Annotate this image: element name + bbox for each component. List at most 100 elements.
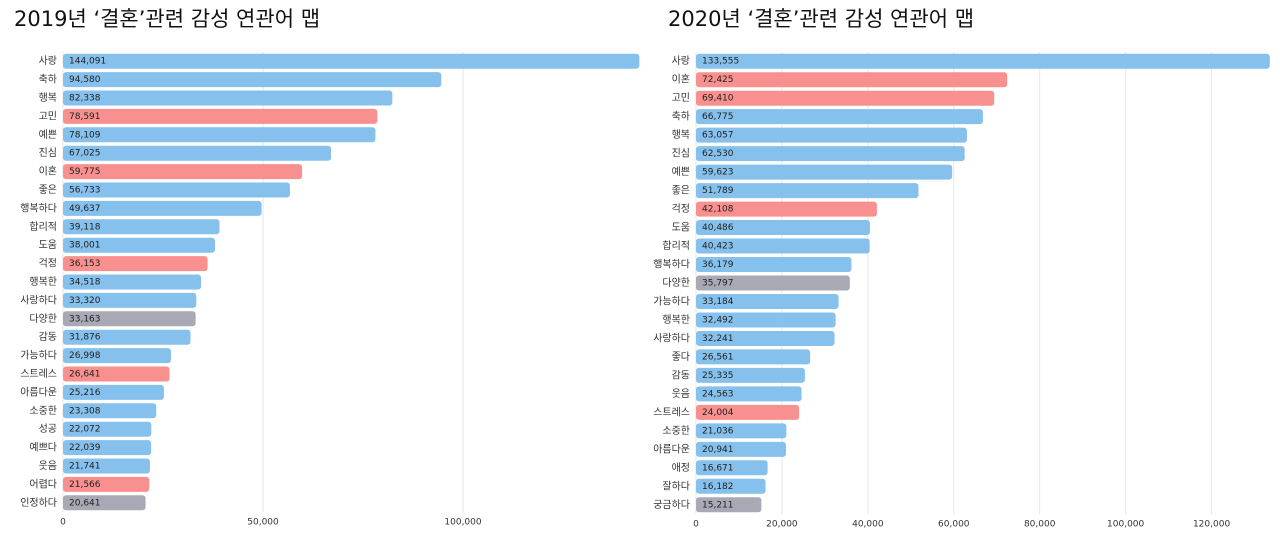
value-label: 26,641 [69, 370, 101, 380]
value-label: 40,423 [702, 242, 734, 252]
chart-title: 2019년 ‘결혼’관련 감성 연관어 맵 [14, 7, 320, 31]
category-label: 사랑하다 [20, 293, 57, 306]
bar [696, 257, 852, 273]
x-tick-label: 60,000 [938, 520, 970, 530]
bar [696, 164, 953, 180]
value-label: 82,338 [69, 94, 101, 104]
value-label: 21,036 [702, 426, 734, 436]
bar [696, 201, 877, 217]
category-label: 예쁜 [39, 129, 57, 141]
bar [63, 145, 332, 161]
value-label: 59,775 [69, 167, 101, 177]
bar [63, 348, 171, 364]
x-tick-label: 100,000 [1107, 520, 1144, 530]
bar [63, 458, 150, 474]
category-label: 인정하다 [20, 496, 57, 509]
value-label: 56,733 [69, 186, 101, 196]
x-tick-label: 0 [60, 518, 66, 528]
value-label: 23,308 [69, 406, 101, 416]
bar [696, 441, 786, 457]
category-label: 가능하다 [653, 294, 690, 307]
category-label: 스트레스 [653, 406, 690, 418]
category-label: 축하 [672, 110, 690, 123]
bar [696, 312, 836, 328]
category-label: 웃음 [672, 388, 690, 400]
category-label: 고민 [39, 110, 57, 122]
bar [63, 72, 442, 88]
value-label: 66,775 [702, 112, 734, 122]
bar [63, 108, 378, 124]
value-label: 21,566 [69, 480, 101, 490]
category-label: 진심 [39, 147, 57, 159]
value-label: 26,561 [702, 352, 734, 362]
bar [63, 292, 197, 308]
category-label: 사랑하다 [653, 331, 690, 344]
value-label: 15,211 [702, 500, 734, 510]
category-label: 도움 [39, 239, 57, 251]
bar [63, 127, 376, 143]
bar [696, 183, 919, 199]
bar [63, 421, 152, 437]
category-label: 다양한 [662, 277, 690, 289]
category-label: 스트레스 [20, 368, 57, 380]
bar [696, 349, 811, 365]
bar [696, 146, 965, 162]
bar [696, 293, 839, 309]
value-label: 49,637 [69, 204, 101, 214]
bar [696, 386, 802, 402]
x-tick-label: 0 [693, 520, 699, 530]
bar [63, 237, 216, 253]
value-label: 42,108 [702, 205, 734, 215]
category-label: 사랑 [39, 55, 57, 67]
category-label: 성공 [39, 423, 57, 435]
value-label: 144,091 [69, 57, 106, 67]
category-label: 축하 [39, 73, 57, 86]
category-label: 행복한 [662, 314, 690, 326]
bar [696, 367, 805, 383]
chart-title: 2020년 ‘결혼’관련 감성 연관어 맵 [668, 7, 974, 31]
value-label: 16,671 [702, 463, 734, 473]
category-label: 합리적 [29, 221, 57, 233]
bar [63, 219, 220, 235]
category-label: 예쁜 [672, 166, 690, 178]
value-label: 63,057 [702, 131, 734, 141]
value-label: 40,486 [702, 223, 734, 233]
category-label: 어렵다 [29, 477, 57, 490]
value-label: 33,184 [702, 297, 734, 307]
bar [696, 238, 870, 254]
category-label: 좋은 [672, 185, 690, 197]
x-tick-label: 20,000 [766, 520, 798, 530]
category-label: 이혼 [672, 73, 690, 86]
bar [63, 90, 393, 106]
bar [63, 53, 640, 69]
bar [63, 403, 157, 419]
bar [63, 200, 262, 216]
bar [696, 423, 787, 439]
category-label: 소중한 [662, 425, 690, 437]
category-label: 이혼 [39, 165, 57, 178]
value-label: 78,591 [69, 112, 101, 122]
value-label: 59,623 [702, 168, 734, 178]
bar [696, 127, 967, 143]
category-label: 좋다 [672, 351, 690, 363]
value-label: 94,580 [69, 75, 101, 85]
bar [63, 476, 150, 492]
bar [696, 478, 766, 494]
category-label: 아름다운 [20, 386, 57, 398]
value-label: 39,118 [69, 222, 101, 232]
value-label: 72,425 [702, 75, 734, 85]
value-label: 31,876 [69, 333, 101, 343]
category-label: 가능하다 [20, 349, 57, 362]
bar [696, 460, 768, 476]
bar [63, 311, 196, 327]
category-label: 사랑 [672, 55, 690, 67]
value-label: 36,179 [702, 260, 734, 270]
value-label: 36,153 [69, 259, 101, 269]
bar [63, 329, 191, 345]
value-label: 33,163 [69, 314, 101, 324]
category-label: 진심 [672, 148, 690, 160]
category-label: 도움 [672, 222, 690, 234]
category-label: 행복하다 [653, 258, 690, 271]
category-label: 예쁘다 [29, 442, 57, 454]
